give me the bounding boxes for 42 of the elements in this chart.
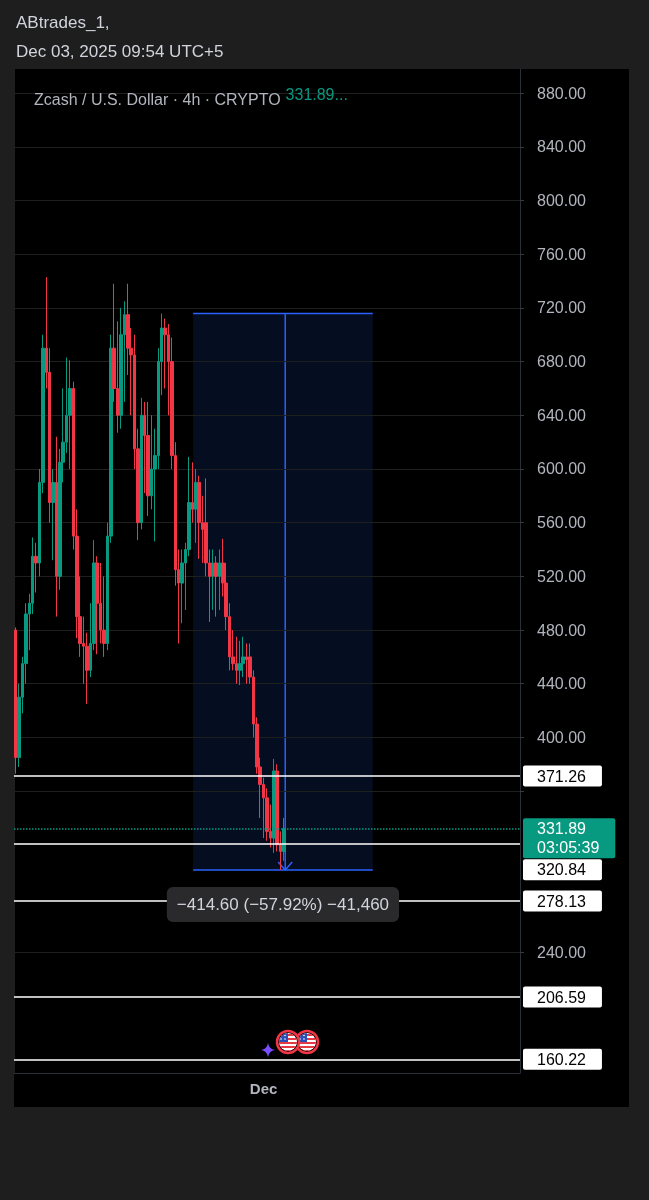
annotation: 331.89... bbox=[285, 85, 348, 103]
candlestick bbox=[218, 549, 221, 611]
y-tick-label: 600.00 bbox=[537, 460, 587, 478]
y-tick-label: 680.00 bbox=[537, 353, 587, 371]
text: ABtrades_1, bbox=[16, 13, 110, 33]
text: Zcash / U.S. Dollar · 4h · CRYPTO bbox=[34, 90, 281, 108]
candlestick bbox=[197, 475, 201, 560]
candlestick bbox=[55, 436, 58, 618]
y-tick-label: 640.00 bbox=[537, 406, 587, 424]
text: Dec 03, 2025 09:54 UTC+5 bbox=[16, 42, 224, 62]
ref-line-label: 278.13 bbox=[537, 892, 587, 910]
y-tick-label: 240.00 bbox=[537, 943, 587, 961]
y-tick-label: 560.00 bbox=[537, 514, 587, 532]
candlestick bbox=[214, 555, 218, 618]
candlestick bbox=[238, 640, 242, 686]
y-tick-label: 760.00 bbox=[537, 245, 587, 263]
y-tick-label: 800.00 bbox=[537, 192, 587, 210]
ref-line-label: 371.26 bbox=[537, 767, 587, 785]
candlestick bbox=[140, 397, 143, 530]
y-tick-label: 440.00 bbox=[537, 675, 587, 693]
x-tick-label: Dec bbox=[249, 1080, 278, 1097]
ref-line-label: 206.59 bbox=[537, 988, 587, 1006]
y-tick-label: 880.00 bbox=[537, 84, 587, 102]
ref-line-label: 160.22 bbox=[537, 1050, 587, 1068]
candlestick bbox=[245, 642, 248, 685]
band-label: −414.60 (−57.92%) −41,460 bbox=[176, 895, 390, 915]
candlestick bbox=[191, 461, 194, 524]
candlestick bbox=[68, 359, 72, 470]
ref-line-label: 320.84 bbox=[537, 861, 587, 879]
candlestick bbox=[146, 401, 150, 517]
candlestick bbox=[95, 555, 99, 655]
candlestick bbox=[194, 468, 197, 544]
y-tick-label: 840.00 bbox=[537, 138, 587, 156]
ref-line-label: 331.89 03:05:39 bbox=[537, 820, 600, 857]
candlestick bbox=[51, 468, 55, 561]
y-tick-label: 400.00 bbox=[537, 728, 587, 746]
candlestick bbox=[34, 542, 38, 593]
y-tick-label: 720.00 bbox=[537, 299, 587, 317]
y-tick-label: 520.00 bbox=[537, 567, 587, 585]
candlestick bbox=[211, 549, 214, 611]
candlestick bbox=[14, 626, 17, 775]
y-tick-label: 480.00 bbox=[537, 621, 587, 639]
